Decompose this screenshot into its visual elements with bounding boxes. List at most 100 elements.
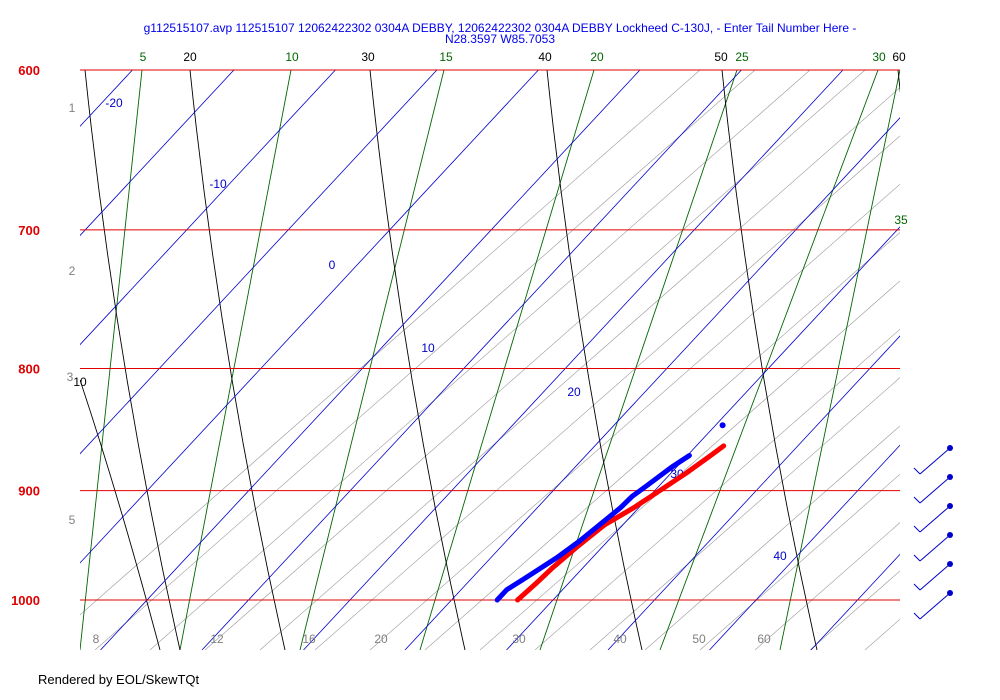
axis-labels: 600 700 800 900 1000 -20 -10 0 10 20 30 40 10 20 30 40 5… xyxy=(11,50,908,646)
isotherm-line xyxy=(80,70,336,346)
moist-adiabat-line xyxy=(589,377,900,650)
wind-barb-shaft xyxy=(919,476,951,504)
isotherm-line xyxy=(100,70,641,650)
wind-barb-flag xyxy=(913,467,921,475)
isotherm-line xyxy=(80,70,235,237)
wind-barb-flag xyxy=(913,612,921,620)
mixing-ratio-label: 30 xyxy=(872,50,886,64)
height-label: 5 xyxy=(69,513,76,527)
wind-barb-flag xyxy=(913,583,921,591)
dry-adiabat-label: 40 xyxy=(538,50,552,64)
mixing-ratio-label: 15 xyxy=(439,50,453,64)
dewpoint-point xyxy=(719,422,726,429)
pressure-tick-label: 1000 xyxy=(11,593,40,608)
isotherm-label: 0 xyxy=(329,258,336,272)
dry-adiabat-label: 60 xyxy=(892,50,906,64)
bottom-temperature-label: 8 xyxy=(93,632,100,646)
wind-barb-flag xyxy=(913,525,921,533)
moist-adiabat-line xyxy=(204,70,866,650)
mixing-ratio-line xyxy=(80,70,143,650)
dry-adiabat-label: 50 xyxy=(714,50,728,64)
bottom-temperature-label: 30 xyxy=(512,632,526,646)
bottom-temperature-label: 50 xyxy=(692,632,706,646)
moist-adiabat-line xyxy=(479,280,900,650)
dewpoint-trace xyxy=(494,453,692,603)
moist-adiabat-line xyxy=(920,70,1000,650)
height-label: 1 xyxy=(69,101,76,115)
dry-adiabat-line xyxy=(546,70,643,650)
moist-adiabat-line xyxy=(424,232,900,650)
mixing-ratio-label: 20 xyxy=(590,50,604,64)
isotherm-line xyxy=(404,117,900,650)
isotherm-line xyxy=(80,70,438,455)
isotherm-line xyxy=(810,553,900,650)
pressure-tick-label: 700 xyxy=(18,223,40,238)
wind-barb-flag xyxy=(913,496,921,504)
dry-adiabat-line xyxy=(84,70,181,650)
isotherm-line xyxy=(80,70,539,564)
isotherm-label: -20 xyxy=(105,96,123,110)
moist-adiabat-line xyxy=(644,425,900,650)
pressure-tick-label: 600 xyxy=(18,63,40,78)
pressure-tick-label: 900 xyxy=(18,484,40,499)
dry-adiabat-line xyxy=(369,70,466,650)
mixing-ratio-label: 5 xyxy=(140,50,147,64)
dry-adiabat-line xyxy=(189,70,286,650)
mixing-ratio-label: 10 xyxy=(285,50,299,64)
wind-barbs xyxy=(913,445,953,620)
wind-barb-shaft xyxy=(919,534,951,562)
dry-adiabat-line xyxy=(721,70,818,650)
isotherm-label: 40 xyxy=(773,549,787,563)
mixing-ratio-line xyxy=(419,70,595,650)
mixing-ratio-line xyxy=(299,70,445,650)
wind-barb-shaft xyxy=(919,505,951,533)
wind-barb-shaft xyxy=(919,563,951,591)
bottom-temperature-label: 20 xyxy=(374,632,388,646)
dry-adiabat-label: 10 xyxy=(73,375,87,389)
moist-adiabat-line xyxy=(149,70,811,650)
isotherms xyxy=(80,70,900,650)
height-label: 2 xyxy=(69,264,76,278)
moist-adiabat-line xyxy=(314,135,900,650)
moist-adiabat-line xyxy=(864,618,900,650)
temperature-trace xyxy=(515,443,727,603)
isotherm-line xyxy=(709,444,900,650)
moist-adiabat-line xyxy=(975,70,1000,650)
moist-adiabat-line xyxy=(699,473,900,650)
isotherm-label: 20 xyxy=(567,385,581,399)
wind-barb-flag xyxy=(913,554,921,562)
height-label: 3 xyxy=(67,370,74,384)
wind-barb-shaft xyxy=(919,447,951,475)
isotherm-line xyxy=(80,70,133,127)
mixing-ratio-line xyxy=(179,70,292,650)
mixing-ratio-label: 35 xyxy=(894,213,908,227)
mixing-ratio-line xyxy=(539,70,738,650)
moist-adiabat-line xyxy=(94,70,756,650)
isotherm-label: 10 xyxy=(421,341,435,355)
bottom-temperature-label: 60 xyxy=(757,632,771,646)
wind-barb-shaft xyxy=(919,592,951,620)
sounding-profiles xyxy=(494,422,727,603)
moist-adiabat-line xyxy=(809,570,900,650)
moist-adiabats xyxy=(80,70,1000,650)
chart-subtitle: N28.3597 W85.7053 xyxy=(445,32,555,46)
isotherm-line xyxy=(303,70,844,650)
dry-adiabat-line xyxy=(80,379,161,650)
isotherm-line xyxy=(201,70,742,650)
bottom-temperature-label: 16 xyxy=(302,632,316,646)
pressure-tick-label: 800 xyxy=(18,361,40,376)
dry-adiabats xyxy=(80,70,900,650)
dry-adiabat-label: 30 xyxy=(361,50,375,64)
bottom-temperature-label: 12 xyxy=(210,632,224,646)
dry-adiabat-label: 20 xyxy=(183,50,197,64)
isobars xyxy=(80,69,900,601)
chart-title: g112515107.avp 112515107 12062422302 030… xyxy=(144,21,857,35)
mixing-ratio-line xyxy=(659,70,879,650)
isotherm-line xyxy=(607,335,900,650)
moist-adiabat-line xyxy=(369,183,900,650)
renderer-credit: Rendered by EOL/SkewTQt xyxy=(38,672,200,687)
bottom-temperature-label: 40 xyxy=(613,632,627,646)
isotherm-line xyxy=(506,226,900,650)
moist-adiabat-line xyxy=(754,522,900,650)
